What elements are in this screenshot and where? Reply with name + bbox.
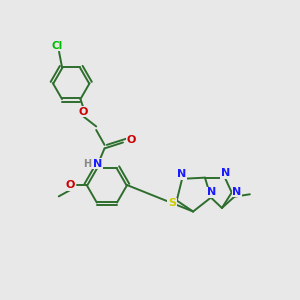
Text: N: N [177,169,186,179]
Text: N: N [93,159,102,169]
Text: H: H [82,159,91,169]
Text: Cl: Cl [52,41,63,51]
Text: N: N [221,168,230,178]
Text: O: O [66,180,75,190]
Text: O: O [78,106,88,117]
Text: O: O [127,134,136,145]
Text: N: N [232,187,242,197]
Text: N: N [207,187,216,197]
Text: S: S [168,199,176,208]
